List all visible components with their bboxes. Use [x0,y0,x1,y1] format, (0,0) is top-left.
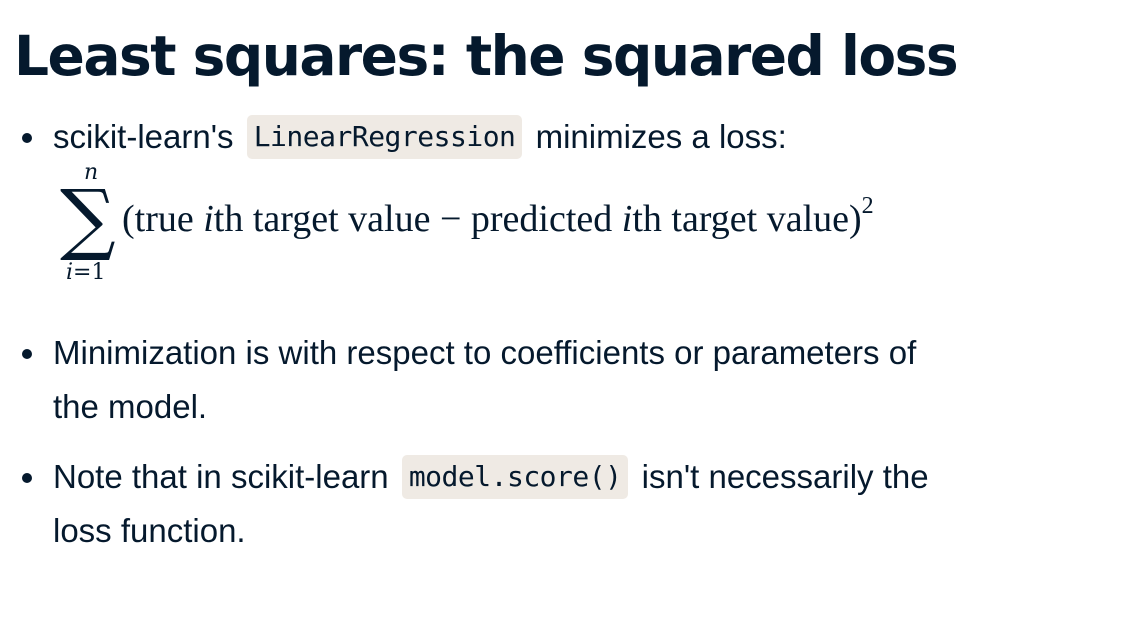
slide-title: Least squares: the squared loss [14,24,959,88]
summand-open: (true [122,198,204,240]
squared-loss-formula: n ∑ i=1 (true ith target value − predict… [60,160,1120,295]
summand-middle: th target value − predicted [213,198,622,240]
summation-symbol: ∑ [60,174,116,264]
summand-index: i [203,198,214,240]
code-model-score: model.score() [401,455,629,499]
bullet-line-2: the model. [53,388,208,425]
bullet-text: Minimization is with respect to coeffici… [53,326,1093,434]
bullet-text-before: scikit-learn's [53,118,234,155]
sum-lower-limit: i=1 [66,260,105,285]
bullet-text-after: minimizes a loss: [535,118,787,155]
bullet-text: scikit-learn's LinearRegression minimize… [53,110,1093,164]
bullet-line-2: loss function. [53,512,246,549]
bullet-text-after: isn't necessarily the [641,458,929,495]
sum-start: =1 [73,260,106,285]
summand-index: i [621,198,633,240]
code-linear-regression: LinearRegression [246,115,523,159]
bullet-text: Note that in scikit-learn model.score() … [53,450,1093,558]
exponent: 2 [861,193,874,219]
summand: (true ith target value − predicted ith t… [122,194,874,244]
bullet-marker [22,133,32,143]
bullet-line-1: Minimization is with respect to coeffici… [53,334,917,371]
sum-index: i [66,260,74,285]
bullet-marker [22,349,32,359]
bullet-text-before: Note that in scikit-learn [53,458,389,495]
summand-close: th target value) [632,198,862,240]
bullet-marker [22,473,32,483]
sum-upper-limit: n [84,160,99,185]
